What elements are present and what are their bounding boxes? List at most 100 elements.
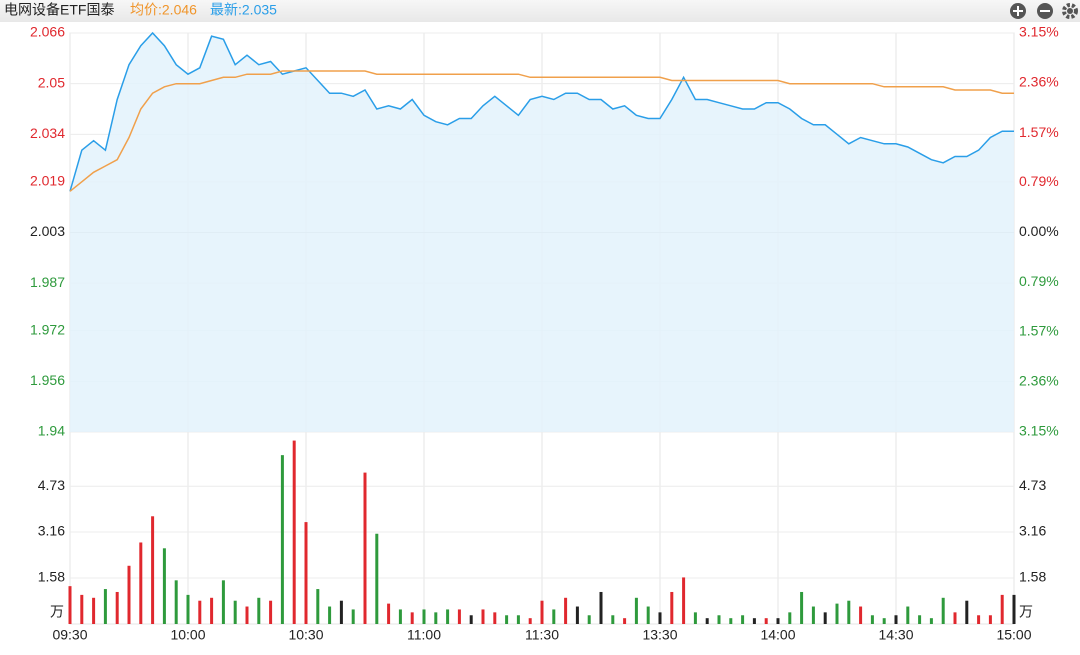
volume-bar [587, 615, 591, 624]
y-tick-label: 1.94 [38, 423, 65, 439]
volume-bar [800, 591, 804, 624]
volume-bar [1000, 594, 1004, 624]
x-tick-label: 09:30 [52, 627, 87, 643]
volume-bar [623, 618, 627, 624]
volume-bar [103, 589, 107, 624]
volume-bar [941, 597, 945, 624]
volume-bar [894, 615, 898, 624]
y-tick-label: 4.73 [38, 477, 65, 493]
volume-bar [245, 606, 249, 624]
x-tick-label: 11:00 [407, 627, 441, 643]
volume-bar [292, 440, 296, 624]
y-tick-label: 2.066 [30, 24, 65, 40]
volume-bar [434, 612, 438, 624]
volume-bar [835, 603, 839, 624]
settings[interactable] [1062, 3, 1078, 19]
y2-tick-label: 2.36% [1019, 373, 1059, 389]
volume-bar [115, 591, 119, 624]
y2-tick-label: 4.73 [1019, 477, 1046, 493]
y-tick-label: 2.019 [30, 173, 65, 189]
volume-bar [929, 618, 933, 624]
volume-bar [528, 618, 532, 624]
volume-bar [446, 609, 450, 624]
price-area [70, 33, 1014, 432]
volume-bar [906, 606, 910, 624]
header: 电网设备ETF国泰 均价:2.046 最新:2.035 [0, 0, 1080, 22]
volume-bar [847, 600, 851, 624]
x-tick-label: 14:00 [760, 627, 795, 643]
y-tick-label: 2.034 [30, 125, 65, 141]
volume-bar [977, 615, 981, 624]
volume-bar [151, 516, 155, 624]
volume-bar [92, 597, 96, 624]
volume-bar [859, 606, 863, 624]
y2-tick-label: 2.36% [1019, 74, 1059, 90]
volume-bar [776, 618, 780, 624]
volume-bar [764, 618, 768, 624]
volume-bar [1012, 594, 1016, 624]
last-price: 最新:2.035 [210, 2, 277, 18]
volume-bar [186, 594, 190, 624]
volume-bar [870, 615, 874, 624]
volume-bar [646, 606, 650, 624]
title: 电网设备ETF国泰 [4, 2, 114, 18]
x-tick-label: 15:00 [996, 627, 1031, 643]
volume-bar [198, 600, 202, 624]
volume-bar [599, 591, 603, 624]
y-tick-label: 1.58 [38, 569, 65, 585]
volume-bar [717, 615, 721, 624]
volume-bar [269, 600, 273, 624]
average-line [69, 70, 1014, 192]
y2-tick-label: 1.57% [1019, 124, 1059, 140]
avg-price: 均价:2.046 [130, 2, 197, 18]
volume-bar [988, 615, 992, 624]
volume-bar [339, 600, 343, 624]
y2-tick-label: 0.79% [1019, 273, 1059, 289]
volume-bar [127, 565, 131, 624]
volume-bar [505, 615, 509, 624]
volume-bar [304, 522, 308, 624]
volume-bar [210, 597, 214, 624]
y2-tick-label: 1.58 [1019, 569, 1046, 585]
volume-bar [363, 472, 367, 624]
volume-bar [139, 542, 143, 624]
volume-bar [682, 577, 686, 624]
volume-bar [670, 591, 674, 624]
volume-bar [68, 586, 72, 624]
zoom-out[interactable] [1037, 3, 1053, 19]
volume-bar [233, 600, 237, 624]
volume-bar [328, 606, 332, 624]
volume-bar [965, 600, 969, 624]
volume-bar [316, 589, 320, 624]
y2-tick-label: 3.15% [1019, 423, 1059, 439]
volume-bar [823, 612, 827, 624]
x-tick-label: 14:30 [878, 627, 913, 643]
volume-bar [540, 600, 544, 624]
header-bar [0, 0, 1080, 22]
y2-tick-label: 1.57% [1019, 323, 1059, 339]
volume-bar [257, 597, 261, 624]
volume-bar [611, 615, 615, 624]
volume-bar [882, 618, 886, 624]
x-tick-label: 13:30 [642, 627, 677, 643]
x-tick-label: 10:00 [170, 627, 205, 643]
volume-bar [387, 603, 391, 624]
y2-tick-label: 3.15% [1019, 24, 1059, 40]
volume-bar [729, 618, 733, 624]
y2-tick-label: 3.16 [1019, 523, 1046, 539]
y2-tick-label: 0.00% [1019, 223, 1059, 239]
volume-bar [575, 606, 579, 624]
volume-bar [398, 609, 402, 624]
volume-bar [410, 612, 414, 624]
y-tick-label: 2.05 [38, 74, 65, 90]
y-tick-label: 3.16 [38, 523, 65, 539]
zoom-in[interactable] [1010, 3, 1026, 19]
volume-bar [221, 580, 225, 624]
x-tick-label: 10:30 [288, 627, 323, 643]
volume-bar [811, 606, 815, 624]
y2-tick-label: 0.79% [1019, 173, 1059, 189]
volume-bar [634, 597, 638, 624]
volume-bar [351, 609, 355, 624]
volume-bar [564, 597, 568, 624]
